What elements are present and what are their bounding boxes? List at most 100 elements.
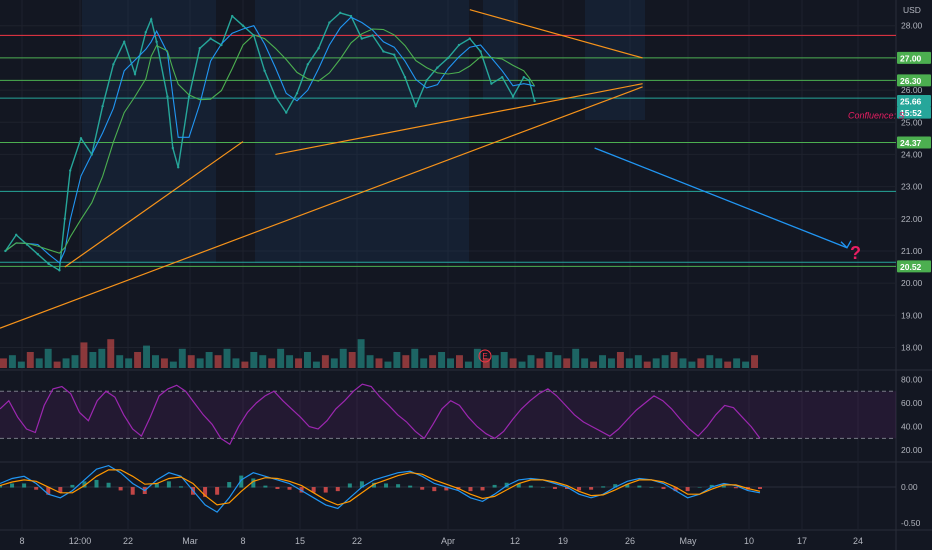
volume-bar — [169, 361, 177, 368]
currency-label: USD — [903, 5, 921, 15]
x-tick-label: May — [679, 536, 697, 546]
price-point — [112, 63, 115, 66]
price-point — [231, 14, 234, 18]
x-tick-label: 15 — [295, 536, 305, 546]
volume-bar — [17, 361, 25, 368]
price-label: 24.37 — [900, 138, 922, 148]
macd-pane[interactable] — [0, 464, 896, 513]
volume-bar — [366, 355, 374, 368]
volume-bar — [160, 358, 168, 368]
volume-bar — [420, 358, 428, 368]
macd-histogram-bar — [154, 483, 159, 488]
price-point — [79, 137, 83, 140]
rsi-pane[interactable] — [0, 383, 896, 446]
x-tick-label: 19 — [558, 536, 568, 546]
y-tick-label: 24.00 — [901, 149, 923, 159]
price-point — [150, 18, 153, 21]
volume-bar — [742, 361, 750, 368]
question-mark: ? — [850, 243, 861, 263]
macd-tick-label: 0.00 — [901, 482, 918, 492]
macd-histogram-bar — [0, 484, 2, 488]
volume-bar — [473, 348, 481, 368]
volume-bar — [670, 352, 678, 368]
macd-histogram-bar — [203, 487, 208, 497]
price-label-bg — [897, 51, 931, 64]
volume-bar — [438, 352, 446, 368]
volume-bar — [724, 361, 732, 368]
price-axis[interactable]: 28.00 27.00 26.00 25.00 24.00 23.00 22.00 21.00… — [897, 5, 931, 528]
price-point — [133, 72, 137, 76]
y-tick-label: 26.00 — [901, 85, 923, 95]
volume-bar — [312, 361, 320, 368]
macd-histogram-bar — [625, 484, 630, 488]
y-tick-label: 20.00 — [901, 278, 923, 288]
volume-bar — [44, 348, 52, 368]
volume-bar — [330, 358, 338, 368]
macd-histogram-bar — [215, 487, 220, 495]
volume-bar — [625, 358, 633, 368]
price-label-bg — [897, 106, 931, 119]
macd-histogram-bar — [371, 482, 376, 488]
rsi-tick-label: 20.00 — [901, 445, 923, 455]
y-tick-label: 25.00 — [901, 117, 923, 127]
price-point — [371, 34, 374, 37]
volume-bar — [295, 358, 302, 368]
macd-histogram-bar — [70, 484, 75, 488]
price-label: 26.30 — [900, 76, 922, 86]
volume-bar — [35, 358, 43, 368]
rsi-tick-label: 40.00 — [901, 422, 923, 432]
macd-histogram-bar — [601, 486, 606, 488]
volume-bar — [509, 358, 517, 368]
volume-bar — [608, 358, 615, 368]
macd-histogram-bar — [697, 487, 702, 488]
volume-bar — [196, 358, 204, 368]
volume-bar — [250, 352, 258, 368]
volume-bar — [125, 358, 133, 368]
volume-bar — [527, 355, 535, 368]
time-axis[interactable]: 8 12:00 22 Mar 8 15 22 Apr 12 19 26 May 10 17 24 — [19, 536, 863, 546]
trendline — [275, 83, 643, 156]
macd-histogram-bar — [166, 481, 171, 488]
price-label-bg — [897, 136, 931, 149]
macd-histogram-bar — [239, 475, 244, 488]
price-point — [263, 69, 266, 72]
volume-bar — [178, 348, 186, 368]
volume-bar — [599, 355, 606, 368]
volume-bar — [223, 348, 231, 368]
macd-histogram-bar — [347, 483, 352, 488]
volume-bar — [116, 355, 124, 368]
price-point — [457, 43, 461, 47]
price-point — [58, 269, 61, 272]
price-point — [382, 50, 385, 53]
rsi-tick-label: 60.00 — [901, 398, 923, 408]
macd-histogram-bar — [709, 484, 714, 488]
volume-bar — [26, 352, 34, 368]
macd-histogram-bar — [106, 482, 111, 488]
price-point — [4, 249, 7, 253]
macd-histogram-bar — [299, 487, 304, 493]
price-point — [414, 104, 417, 108]
macd-histogram-bar — [58, 487, 63, 493]
macd-histogram-bar — [516, 483, 521, 488]
macd-histogram-bar — [685, 487, 690, 492]
price-pane[interactable] — [0, 0, 896, 368]
volume-bar — [652, 358, 660, 368]
macd-tick-label: -0.50 — [901, 518, 921, 528]
price-point — [47, 262, 50, 266]
macd-histogram-bar — [311, 487, 316, 493]
macd-histogram-bar — [118, 487, 123, 491]
session-shade — [82, 0, 216, 263]
volume-bar — [62, 358, 70, 368]
volume-bar — [661, 355, 669, 368]
macd-histogram-bar — [46, 487, 51, 495]
price-point — [252, 34, 255, 37]
price-point — [123, 40, 126, 44]
volume-bar — [464, 361, 472, 368]
macd-histogram-bar — [492, 484, 497, 488]
volume-bar — [616, 352, 624, 368]
session-shade — [483, 0, 518, 100]
macd-histogram-bar — [661, 487, 666, 489]
volume-bar — [304, 352, 311, 368]
macd-histogram-bar — [444, 487, 449, 491]
